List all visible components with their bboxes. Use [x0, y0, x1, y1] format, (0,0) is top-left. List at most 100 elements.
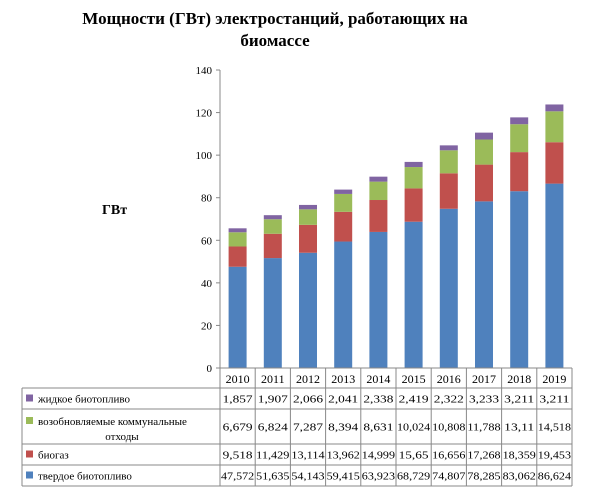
data-label: 13,962	[327, 450, 360, 462]
data-label: 74,807	[432, 471, 466, 483]
data-label: 10,808	[432, 422, 466, 434]
bar-segment	[299, 209, 317, 225]
data-label: 14,999	[362, 450, 396, 462]
bar-segment	[545, 104, 564, 112]
data-label: 14,518	[538, 422, 572, 434]
data-label: 1,857	[223, 394, 254, 406]
bar-segment	[299, 252, 317, 368]
bar-segment	[334, 211, 353, 242]
data-label: 11,788	[467, 422, 501, 434]
data-label: 3,233	[469, 394, 500, 406]
y-axis: 0 20 40 60 80 100 120 140	[196, 65, 221, 375]
legend-swatch	[26, 471, 33, 479]
data-label: 10,024	[397, 422, 431, 434]
bar-segment	[439, 150, 458, 174]
legend-label: твердое биотопливо	[38, 471, 132, 483]
bar-segment	[334, 189, 353, 194]
y-tick-label: 60	[201, 235, 213, 247]
legend-label: возобновляемые коммунальные	[38, 416, 187, 428]
data-label: 8,394	[328, 422, 359, 434]
data-label: 16,656	[432, 450, 466, 462]
data-label: 6,679	[223, 422, 254, 434]
bar-segment	[369, 181, 388, 201]
bar-segment	[369, 176, 388, 182]
bar-segment	[369, 200, 388, 232]
data-label: 7,287	[293, 422, 324, 434]
bar-segment	[439, 145, 458, 151]
bar-segment	[545, 111, 564, 143]
bar-segment	[475, 139, 493, 165]
bar-segment	[475, 164, 493, 202]
data-label: 17,268	[467, 450, 501, 462]
y-tick-label: 80	[201, 193, 213, 205]
legend-label: биогаз	[38, 450, 69, 462]
legend-label: жидкое биотопливо	[37, 394, 131, 406]
data-label: 19,453	[538, 450, 572, 462]
bar-segment	[263, 215, 282, 220]
legend-swatch	[26, 417, 33, 424]
x-category-label: 2012	[296, 372, 320, 386]
y-axis-label: ГВт	[102, 203, 128, 218]
data-label: 59,415	[327, 471, 361, 483]
bar-segment	[228, 228, 247, 233]
data-label: 2,066	[293, 394, 324, 406]
data-label: 9,518	[223, 450, 254, 462]
y-tick-label: 40	[201, 278, 213, 290]
bar-segment	[263, 219, 282, 234]
bar-segment	[545, 183, 564, 368]
x-category-label: 2011	[261, 372, 285, 386]
x-category-label: 2018	[507, 372, 531, 386]
bar-segment	[228, 246, 247, 267]
data-label: 86,624	[538, 471, 572, 483]
bar-segment	[510, 124, 529, 153]
x-category-label: 2010	[226, 372, 250, 386]
data-label: 8,631	[363, 422, 393, 434]
bar-segment	[404, 221, 423, 368]
bar-segment	[299, 224, 317, 253]
bar-segment	[439, 208, 458, 368]
data-label: 63,923	[362, 471, 396, 483]
x-category-label: 2019	[542, 372, 566, 386]
bar-segment	[334, 241, 353, 368]
bar-segment	[510, 117, 529, 125]
y-tick-label: 140	[196, 65, 213, 77]
chart-title: Мощности (ГВт) электростанций, работающи…	[82, 9, 468, 50]
bar-segment	[299, 204, 317, 210]
y-tick-label: 20	[201, 320, 213, 332]
legend-swatch	[26, 450, 33, 458]
y-tick-label: 0	[207, 363, 213, 375]
data-label: 18,359	[503, 450, 537, 462]
bar-segment	[263, 258, 282, 368]
data-label: 13,11	[504, 422, 534, 434]
data-label: 47,572	[221, 471, 254, 483]
x-category-label: 2015	[402, 372, 426, 386]
bar-segment	[510, 152, 529, 192]
data-label: 13,114	[291, 450, 325, 462]
legend-label-continued: отходы	[105, 431, 139, 443]
data-label: 6,824	[258, 422, 289, 434]
data-label: 54,143	[291, 471, 325, 483]
bar-segment	[228, 232, 247, 247]
data-label: 2,419	[399, 394, 430, 406]
bar-segment	[263, 233, 282, 259]
data-label: 11,429	[256, 450, 290, 462]
data-label: 1,907	[258, 394, 289, 406]
bar-segment	[475, 132, 493, 140]
bar-segment	[510, 191, 529, 368]
data-label: 2,322	[434, 394, 464, 406]
x-category-label: 2016	[437, 372, 461, 386]
data-label: 15,65	[399, 450, 430, 462]
bars	[228, 104, 564, 368]
bar-segment	[439, 173, 458, 209]
bar-segment	[334, 193, 353, 212]
bar-segment	[475, 201, 493, 368]
data-label: 3,211	[504, 394, 534, 406]
y-tick-label: 100	[196, 150, 213, 162]
bar-segment	[404, 167, 423, 189]
data-label: 2,338	[363, 394, 394, 406]
data-label: 3,211	[539, 394, 569, 406]
bar-segment	[404, 161, 423, 168]
x-category-label: 2017	[472, 372, 496, 386]
data-table: 2010 2011 2012 2013 2014 2015 2016 2017 2018 2019…	[21, 367, 573, 487]
